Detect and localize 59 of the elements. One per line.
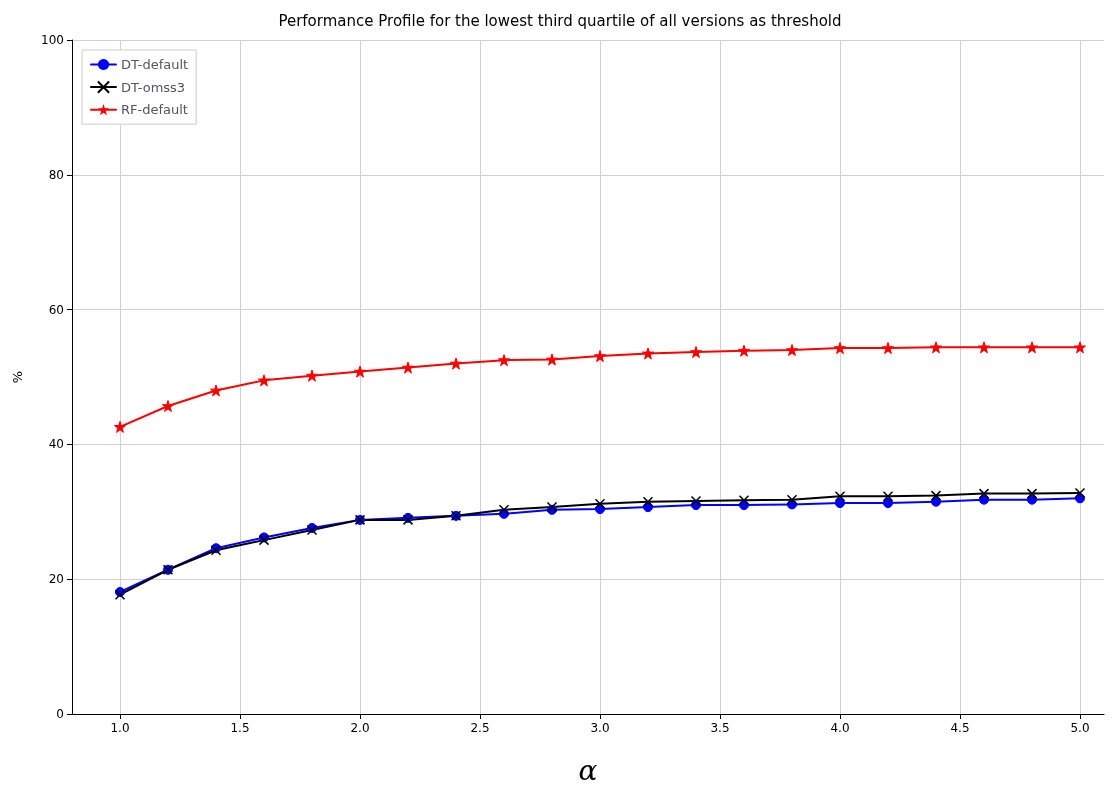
x-tick-label: 5.0 [1070, 721, 1090, 735]
point [882, 491, 894, 502]
legend-label: DT-omss3 [121, 79, 186, 95]
point [546, 353, 558, 366]
point [690, 346, 702, 359]
x-tick-label: 4.0 [830, 721, 850, 735]
legend-label: DT-default [121, 57, 189, 72]
point [786, 344, 798, 357]
point [930, 490, 942, 501]
x-tick-label: 3.0 [590, 721, 610, 735]
point [450, 357, 462, 370]
chart-title: Performance Profile for the lowest third quartile of all versions as threshold [278, 11, 842, 30]
point [835, 498, 845, 509]
point [978, 488, 990, 499]
point [834, 342, 846, 355]
point [690, 495, 702, 507]
point [882, 342, 894, 355]
point [1026, 488, 1038, 499]
y-tick-label: 40 [48, 437, 64, 452]
point [354, 365, 366, 378]
point [594, 498, 606, 509]
point [1074, 341, 1086, 354]
y-tick-label: 80 [48, 167, 64, 182]
point [931, 496, 941, 507]
point [498, 504, 510, 516]
point [930, 341, 942, 354]
x-tick-label: 2.0 [350, 721, 370, 735]
point [738, 495, 750, 506]
point [594, 350, 606, 363]
point [402, 361, 414, 374]
y-tick-label: 0 [56, 707, 64, 721]
x-tick-label: 1.5 [230, 721, 250, 735]
point [498, 354, 510, 367]
y-axis-title: % [10, 370, 25, 384]
point [210, 384, 222, 397]
y-tick-label: 100 [41, 33, 64, 47]
point [162, 399, 174, 412]
point [642, 496, 654, 507]
point [258, 374, 270, 387]
y-tick-label: 60 [48, 302, 64, 317]
point [306, 369, 318, 382]
x-tick-label: 1.0 [110, 721, 130, 735]
y-tick-label: 20 [48, 572, 64, 587]
point [883, 498, 893, 509]
x-tick-label: 4.5 [950, 721, 970, 735]
point [786, 494, 798, 505]
point [1074, 487, 1086, 499]
point [834, 491, 846, 502]
point [738, 344, 750, 357]
x-tick-label: 3.5 [710, 721, 730, 735]
point [979, 494, 989, 505]
point [1026, 341, 1038, 354]
point [114, 420, 126, 433]
point [1027, 494, 1037, 505]
point [642, 347, 654, 360]
legend-label: RF-default [121, 102, 188, 118]
point [978, 341, 990, 354]
x-tick-label: 2.5 [470, 721, 490, 735]
x-axis-title: α [578, 753, 598, 787]
